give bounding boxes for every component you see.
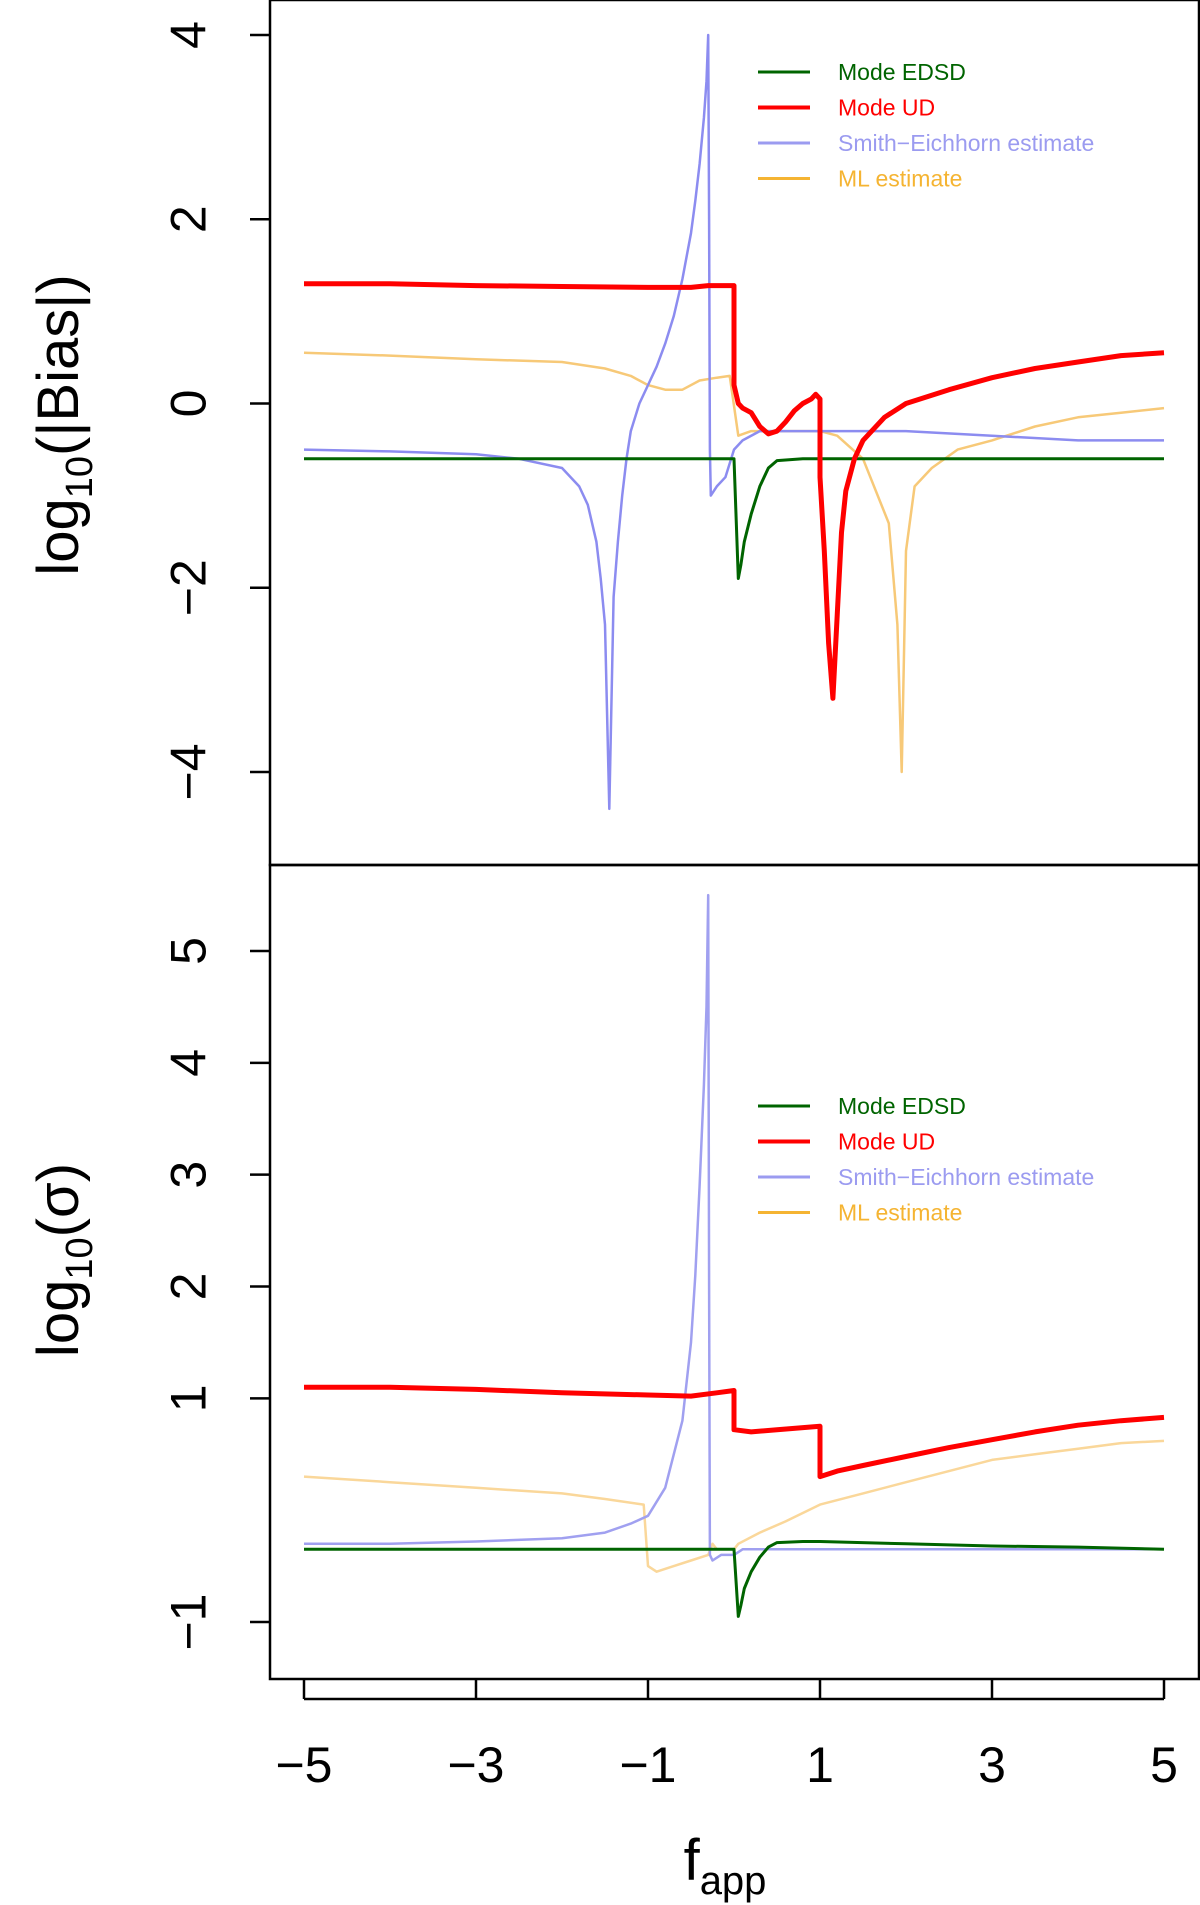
top-panel: 4 2 0 −2 −4 Mode EDSD Mode UD Smith−Eichhorn e… [26,21,1165,811]
top-y-ticks: 4 2 0 −2 −4 [161,21,270,801]
bottom-legend-label-mode-ud: Mode UD [838,1129,935,1155]
top-series-lines [303,33,1165,811]
x-tick-label: −5 [275,1737,332,1793]
x-tick-label: 5 [1150,1737,1178,1793]
bottom-y-tick-label: 4 [161,1049,217,1077]
top-legend-label-smith-eichhorn-estimate: Smith−Eichhorn estimate [838,130,1094,156]
top-series-mode-ud [304,281,1165,701]
top-y-tick-label: −2 [161,559,217,616]
top-y-axis-title: log10(|Bias|) [26,274,101,575]
bottom-legend: Mode EDSD Mode UD Smith−Eichhorn estimate M… [758,1093,1094,1226]
top-legend-label-mode-ud: Mode UD [838,95,935,121]
x-tick-label: −1 [619,1737,676,1793]
top-series-mode-edsd [304,457,1164,580]
x-tick-label: 3 [978,1737,1006,1793]
x-tick-label: 1 [806,1737,834,1793]
bottom-legend-label-ml-estimate: ML estimate [838,1200,962,1226]
bottom-panel: 5 4 3 2 1 −1 −5 −3 −1 1 3 5 Mode EDSD Mode UD Smith−… [26,893,1178,1903]
bottom-y-tick-label: 2 [161,1273,217,1301]
top-series-smith-eichhorn-estimate [303,33,1164,811]
bottom-plot-frame [268,863,1200,1681]
bottom-series-mode-ud [304,1384,1165,1480]
bottom-y-tick-label: 5 [161,937,217,965]
bottom-y-tick-label: −1 [161,1594,217,1651]
top-legend-label-mode-edsd: Mode EDSD [838,59,966,85]
top-legend-label-ml-estimate: ML estimate [838,166,962,192]
x-axis-title: fapp [684,1828,767,1903]
bottom-legend-label-smith-eichhorn-estimate: Smith−Eichhorn estimate [838,1164,1094,1190]
top-y-tick-label: −4 [161,743,217,800]
bottom-series-smith-eichhorn-estimate [304,893,1164,1562]
bottom-y-tick-label: 3 [161,1161,217,1189]
top-y-tick-label: 0 [161,390,217,418]
bottom-series-lines [303,893,1165,1618]
bottom-x-ticks: −5 −3 −1 1 3 5 [275,1679,1178,1793]
bottom-y-tick-label: 1 [161,1384,217,1412]
top-y-tick-label: 2 [161,205,217,233]
bottom-series-mode-edsd [304,1540,1165,1618]
bottom-y-ticks: 5 4 3 2 1 −1 [161,937,270,1651]
x-tick-label: −3 [447,1737,504,1793]
top-y-tick-label: 4 [161,21,217,49]
bottom-y-axis-title: log10(σ) [26,1163,101,1357]
bottom-legend-label-mode-edsd: Mode EDSD [838,1093,966,1119]
top-legend: Mode EDSD Mode UD Smith−Eichhorn estimate M… [758,59,1094,192]
